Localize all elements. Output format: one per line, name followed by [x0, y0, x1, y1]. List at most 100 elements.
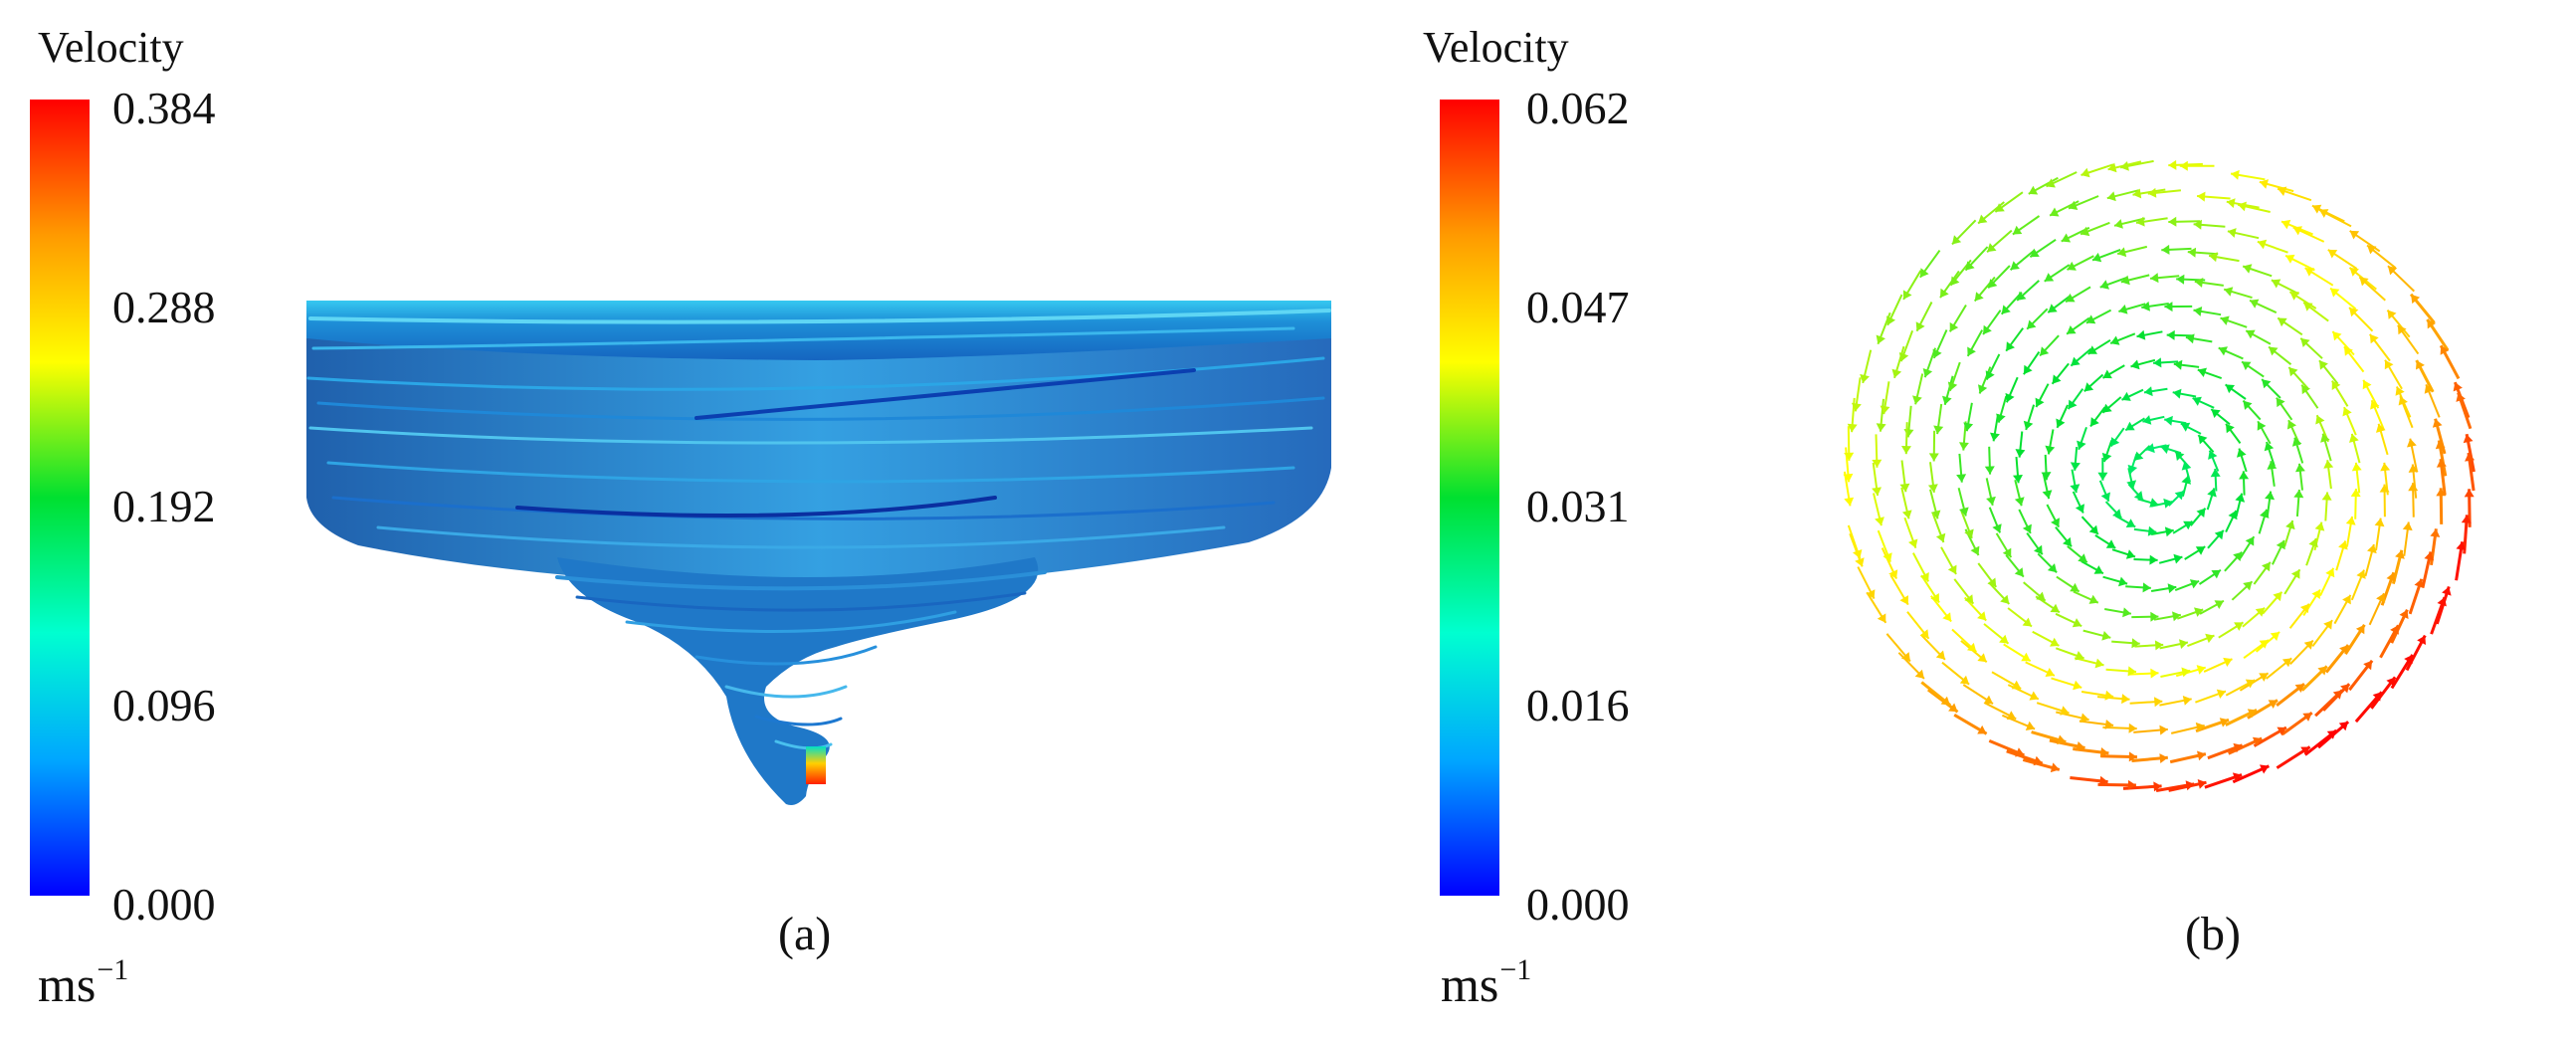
velocity-arrowhead [2355, 624, 2365, 635]
velocity-arrowhead [1919, 629, 1929, 639]
velocity-arrowhead [2060, 706, 2070, 716]
velocity-arrowhead [2269, 346, 2279, 356]
velocity-arrowhead [2036, 591, 2046, 601]
velocity-arrowhead [1964, 528, 1974, 538]
velocity-arrowhead [2078, 553, 2087, 563]
velocity-arrowhead [2104, 690, 2114, 701]
velocity-arrowhead [2015, 449, 2026, 458]
velocity-arrowhead [2416, 360, 2425, 370]
velocity-arrowhead [1902, 290, 1912, 300]
velocity-arrowhead [2159, 753, 2168, 763]
vortex-exit-jet [806, 746, 826, 784]
velocity-arrowhead [2209, 252, 2218, 263]
velocity-arrowhead [2121, 694, 2130, 705]
velocity-arrowhead [2180, 422, 2191, 432]
velocity-arrowhead [1928, 453, 1939, 462]
velocity-arrowhead [2068, 399, 2078, 409]
velocity-arrowhead [2218, 346, 2228, 356]
velocity-arrowhead [2197, 191, 2206, 202]
velocity-arrowhead [1891, 368, 1902, 378]
velocity-arrowhead [2208, 450, 2218, 460]
velocity-arrowhead [2259, 673, 2269, 682]
velocity-arrowhead [2067, 325, 2077, 334]
velocity-arrowhead [2270, 632, 2280, 641]
velocity-arrowhead [1959, 442, 1969, 451]
velocity-arrowhead [2136, 216, 2145, 227]
velocity-arrowhead [1843, 473, 1854, 483]
velocity-arrowhead [2100, 492, 2110, 502]
velocity-arrowhead [1932, 348, 1942, 358]
velocity-arrowhead [2414, 578, 2424, 588]
velocity-arrowhead [1977, 653, 1987, 663]
velocity-arrowhead [2150, 611, 2159, 622]
velocity-arrowhead [2041, 472, 2052, 481]
velocity-arrowhead [2302, 713, 2312, 722]
velocity-arrowhead [2023, 364, 2033, 375]
velocity-arrowhead [1930, 593, 1939, 603]
velocity-arrowhead [2260, 509, 2270, 518]
velocity-arrowhead [1999, 634, 2009, 644]
velocity-arrowhead [2286, 420, 2296, 430]
velocity-arrowhead [2080, 713, 2089, 724]
velocity-arrowhead [1900, 652, 1910, 662]
velocity-arrowhead [2317, 666, 2327, 676]
velocity-arrowhead [2131, 638, 2140, 649]
velocity-arrowhead [1942, 395, 1952, 405]
velocity-arrowhead [1959, 675, 1970, 685]
velocity-arrowhead [2160, 444, 2170, 454]
velocity-arrowhead [2193, 307, 2203, 316]
velocity-arrowhead [2045, 668, 2055, 677]
velocity-arrowhead [2214, 600, 2224, 609]
velocity-arrowhead [2077, 440, 2086, 450]
velocity-arrowhead [2331, 380, 2341, 390]
velocity-arrowhead [2051, 518, 2060, 527]
velocity-arrowhead [2167, 583, 2177, 594]
velocity-arrowhead [2224, 287, 2234, 297]
velocity-arrowhead [2465, 453, 2476, 462]
velocity-arrowhead [2330, 288, 2340, 298]
velocity-arrowhead [2183, 520, 2193, 530]
velocity-arrowhead [1939, 288, 1949, 299]
velocity-arrowhead [1959, 507, 1969, 517]
velocity-arrowhead [2070, 462, 2081, 471]
velocity-arrowhead [2085, 314, 2096, 324]
velocity-arrowhead [2237, 448, 2247, 458]
velocity-arrowhead [2338, 540, 2348, 550]
velocity-arrowhead [2243, 581, 2253, 591]
velocity-arrowhead [1977, 725, 1987, 734]
legend-b-tick-3: 0.031 [1526, 481, 1630, 531]
velocity-arrowhead [2259, 640, 2269, 649]
velocity-arrowhead [2303, 640, 2313, 650]
velocity-arrowhead [2197, 750, 2206, 761]
velocity-arrowhead [2247, 709, 2258, 719]
velocity-arrowhead [2083, 382, 2094, 392]
velocity-arrowhead [1977, 611, 1987, 621]
velocity-arrowhead [2369, 333, 2379, 344]
legend-a-tick-min: 0.000 [112, 879, 216, 930]
legend-b-title: Velocity [1423, 23, 1569, 72]
legend-b-unit-base: ms [1441, 956, 1499, 1012]
legend-b-unit-exponent: −1 [1499, 953, 1532, 986]
velocity-arrowhead [2456, 392, 2466, 402]
legend-b-unit: ms−1 [1441, 953, 1532, 1012]
velocity-arrowhead [2424, 384, 2434, 394]
velocity-arrowhead [2411, 294, 2421, 305]
velocity-arrowhead [2101, 631, 2111, 641]
velocity-arrowhead [2223, 657, 2233, 667]
velocity-arrowhead [2285, 254, 2295, 264]
velocity-arrowhead [2142, 582, 2151, 593]
velocity-arrowhead [2293, 489, 2304, 499]
velocity-arrowhead [2233, 551, 2243, 561]
velocity-arrowhead [2408, 464, 2419, 473]
velocity-arrowhead [2417, 635, 2426, 645]
velocity-arrowhead [2295, 463, 2305, 473]
velocity-arrowhead [2277, 726, 2286, 736]
velocity-arrowhead [2356, 569, 2366, 579]
velocity-arrowhead [2185, 333, 2195, 344]
velocity-arrowhead [2386, 677, 2396, 687]
velocity-arrowhead [2245, 679, 2256, 689]
velocity-arrowhead [1964, 594, 1974, 604]
velocity-arrowhead [1903, 429, 1914, 438]
velocity-arrowhead [2376, 593, 2386, 603]
velocity-arrowhead [1950, 276, 1960, 286]
